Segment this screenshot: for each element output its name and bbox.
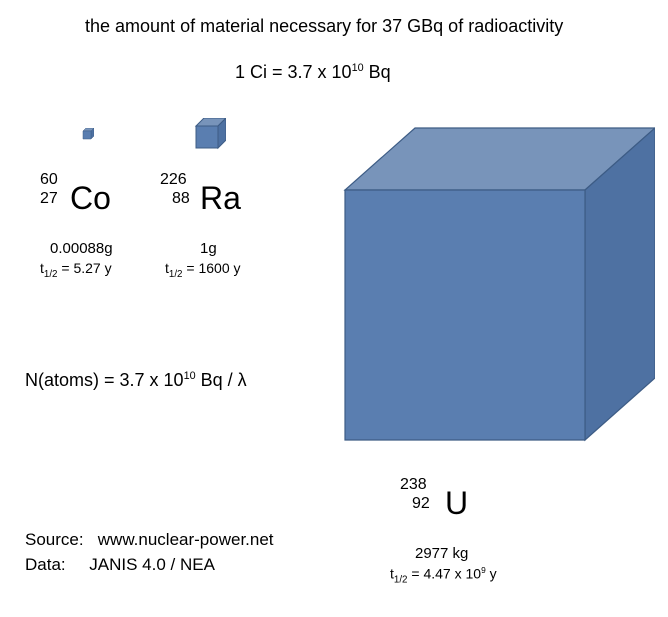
u-mass: 2977 kg bbox=[415, 545, 468, 562]
u-cube bbox=[335, 120, 655, 460]
atoms-exp: 10 bbox=[184, 370, 196, 382]
data-label: Data: bbox=[25, 555, 66, 574]
u-half-pre: = 4.47 x 10 bbox=[408, 566, 482, 582]
ra-atomic-number: 88 bbox=[160, 189, 190, 208]
atoms-prefix: N(atoms) = 3.7 x 10 bbox=[25, 370, 184, 390]
co-halflife: t1/2 = 5.27 y bbox=[40, 260, 112, 280]
u-mass-number: 238 bbox=[400, 475, 430, 494]
conv-suffix: Bq bbox=[364, 62, 391, 82]
atoms-formula: N(atoms) = 3.7 x 1010 Bq / λ bbox=[25, 370, 247, 391]
ra-mass-number: 226 bbox=[160, 170, 190, 189]
ra-symbol: Ra bbox=[200, 180, 241, 217]
page-title: the amount of material necessary for 37 … bbox=[85, 16, 563, 37]
data-value: JANIS 4.0 / NEA bbox=[89, 555, 215, 574]
source-label: Source: bbox=[25, 530, 84, 549]
conv-prefix: 1 Ci = 3.7 x 10 bbox=[235, 62, 352, 82]
u-atomic-number: 92 bbox=[400, 494, 430, 513]
source-line: Source: www.nuclear-power.net bbox=[25, 530, 274, 550]
data-line: Data: JANIS 4.0 / NEA bbox=[25, 555, 215, 575]
u-halflife: t1/2 = 4.47 x 109 y bbox=[390, 565, 497, 585]
u-numbers: 238 92 bbox=[400, 475, 430, 513]
co-mass-number: 60 bbox=[40, 170, 58, 189]
source-value: www.nuclear-power.net bbox=[98, 530, 274, 549]
ra-mass: 1g bbox=[200, 240, 217, 257]
co-atomic-number: 27 bbox=[40, 189, 58, 208]
ra-cube bbox=[192, 118, 226, 152]
co-numbers: 60 27 bbox=[40, 170, 58, 208]
co-half-val: = 5.27 y bbox=[58, 260, 112, 276]
conversion-formula: 1 Ci = 3.7 x 1010 Bq bbox=[235, 62, 391, 83]
u-half-suf: y bbox=[486, 566, 497, 582]
ra-halflife: t1/2 = 1600 y bbox=[165, 260, 241, 280]
co-cube bbox=[80, 128, 94, 142]
ra-numbers: 226 88 bbox=[160, 170, 190, 208]
atoms-suffix: Bq / λ bbox=[196, 370, 247, 390]
conv-exp: 10 bbox=[352, 62, 364, 74]
co-symbol: Co bbox=[70, 180, 111, 217]
u-symbol: U bbox=[445, 485, 468, 522]
ra-half-val: = 1600 y bbox=[183, 260, 241, 276]
co-mass: 0.00088g bbox=[50, 240, 113, 257]
